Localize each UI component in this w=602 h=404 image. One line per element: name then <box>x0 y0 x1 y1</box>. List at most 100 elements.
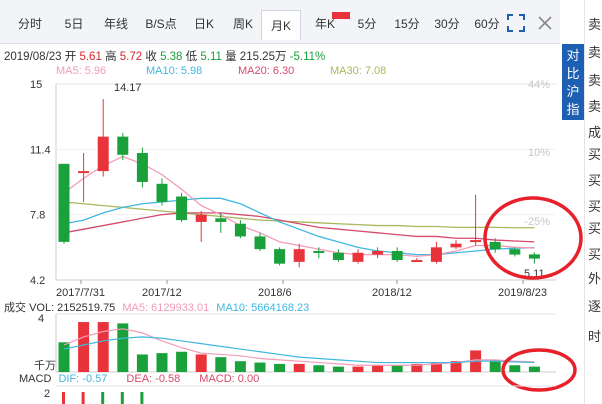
macd-bar <box>81 392 85 404</box>
change-value: -5.11% <box>289 51 326 63</box>
order-book-item: 外 <box>588 271 602 286</box>
macd-info-line: MACD DIF: -0.57 DEA: -0.58 MACD: 0.00 <box>19 373 259 385</box>
volume-bar <box>156 353 168 372</box>
tab-4[interactable]: 日K <box>193 17 214 31</box>
candle-body <box>489 241 501 250</box>
volume-bar <box>528 366 540 372</box>
volume-bar <box>176 351 188 372</box>
volume-bar <box>97 322 109 372</box>
macd-dif: DIF: -0.57 <box>58 373 108 385</box>
x-tick-label: 2017/12 <box>142 287 182 299</box>
candle-body <box>254 236 266 250</box>
volume-value: 215.25万 <box>239 51 287 63</box>
tab-7[interactable]: 年K <box>314 17 335 31</box>
tab-8[interactable]: 5分 <box>357 17 377 31</box>
order-book-item: 卖 <box>588 45 602 60</box>
tab-5[interactable]: 周K <box>232 17 253 31</box>
tab-1[interactable]: 5日 <box>64 17 84 31</box>
volume-bar <box>293 363 305 372</box>
x-tick-label: 2018/12 <box>372 287 412 299</box>
volume-bar <box>195 354 207 372</box>
x-tick-label: 2017/7/31 <box>56 287 105 299</box>
volume-bar <box>313 365 325 372</box>
candle-body <box>136 152 148 182</box>
macd-bar <box>62 392 65 404</box>
candle-body <box>509 249 521 255</box>
tab-11[interactable]: 60分 <box>474 17 500 31</box>
candle-body <box>234 223 246 237</box>
ma20-line <box>63 212 535 243</box>
macd-dea: DEA: -0.58 <box>126 373 181 385</box>
pct-tick-label: 44% <box>528 79 550 91</box>
order-book-item: 买 <box>588 247 602 262</box>
open-label: 开 <box>64 51 77 63</box>
candle-body <box>117 136 129 155</box>
candle-body <box>215 218 227 222</box>
candle-body <box>411 260 423 263</box>
x-tick-label: 2018/6 <box>258 287 292 299</box>
volume-bar <box>411 363 423 372</box>
volume-bar <box>274 363 286 372</box>
tab-0[interactable]: 分时 <box>17 17 42 31</box>
volume-section-label: 成交 <box>4 302 26 314</box>
ma5-legend: MA5: 5.96 <box>56 65 107 77</box>
volume-bar <box>489 359 501 372</box>
low-label: 低 <box>185 51 198 63</box>
close-label: 收 <box>145 51 157 63</box>
tab-6[interactable]: 月K <box>261 10 301 40</box>
candle-body <box>332 252 344 261</box>
ma10-line <box>63 197 535 256</box>
ma20-legend: MA20: 6.30 <box>238 65 295 77</box>
new-badge <box>332 12 350 19</box>
tab-9[interactable]: 15分 <box>394 17 420 31</box>
order-book-item: 买 <box>588 221 602 236</box>
volume-bar <box>509 365 521 372</box>
volume-bar <box>332 366 344 372</box>
max-price-label: 14.17 <box>114 82 142 94</box>
ma10-legend: MA10: 5.98 <box>146 65 203 77</box>
macd-bar <box>101 392 105 404</box>
order-book-item: 买 <box>588 199 602 214</box>
volume-bar <box>78 322 90 372</box>
order-book-item: 卖 <box>588 73 602 88</box>
tab-10[interactable]: 30分 <box>434 17 460 31</box>
y-tick-label: 7.8 <box>30 210 45 222</box>
volume-label: 量 <box>225 51 237 63</box>
volume-bar <box>450 361 462 372</box>
tab-3[interactable]: B/S点 <box>145 17 177 31</box>
fullscreen-icon[interactable] <box>507 14 525 32</box>
candle-body <box>313 250 325 253</box>
volume-bar <box>430 362 442 372</box>
candle-body <box>156 183 168 202</box>
macd-value: MACD: 0.00 <box>199 373 260 385</box>
volume-axis-top: 4 <box>38 313 45 325</box>
order-book-item: 成 <box>588 125 602 140</box>
volume-bar <box>117 323 129 372</box>
volume-bar <box>352 366 364 372</box>
annotation-circle <box>483 196 583 280</box>
volume-bar <box>136 354 148 372</box>
close-value: 5.38 <box>160 51 183 63</box>
order-book-item: 买 <box>588 147 602 162</box>
candle-body <box>430 247 442 262</box>
x-tick-label: 2019/8/23 <box>498 287 547 299</box>
candle-body <box>391 250 403 261</box>
tab-2[interactable]: 年线 <box>103 17 128 31</box>
volume-unit: 千万 <box>34 360 56 372</box>
volume-bar <box>254 362 266 372</box>
y-tick-label: 4.2 <box>30 275 45 287</box>
volume-ma5-line <box>63 328 535 366</box>
volume-bar <box>372 365 384 372</box>
candle-body <box>195 214 207 222</box>
candle-body <box>274 249 286 264</box>
quote-info-line: 2019/08/23 开 5.61 高 5.72 收 5.38 低 5.11 量… <box>4 48 325 64</box>
candle-body <box>450 243 462 248</box>
close-icon[interactable] <box>536 14 554 32</box>
ma30-legend: MA30: 7.08 <box>330 65 387 77</box>
compare-index-button[interactable]: 对比 沪指 <box>562 44 584 120</box>
compare-line2: 沪指 <box>566 84 580 117</box>
y-tick-label: 11.4 <box>30 144 51 156</box>
candle-body <box>372 250 384 255</box>
macd-label: MACD <box>19 373 52 385</box>
order-book-item: 卖 <box>588 17 602 32</box>
